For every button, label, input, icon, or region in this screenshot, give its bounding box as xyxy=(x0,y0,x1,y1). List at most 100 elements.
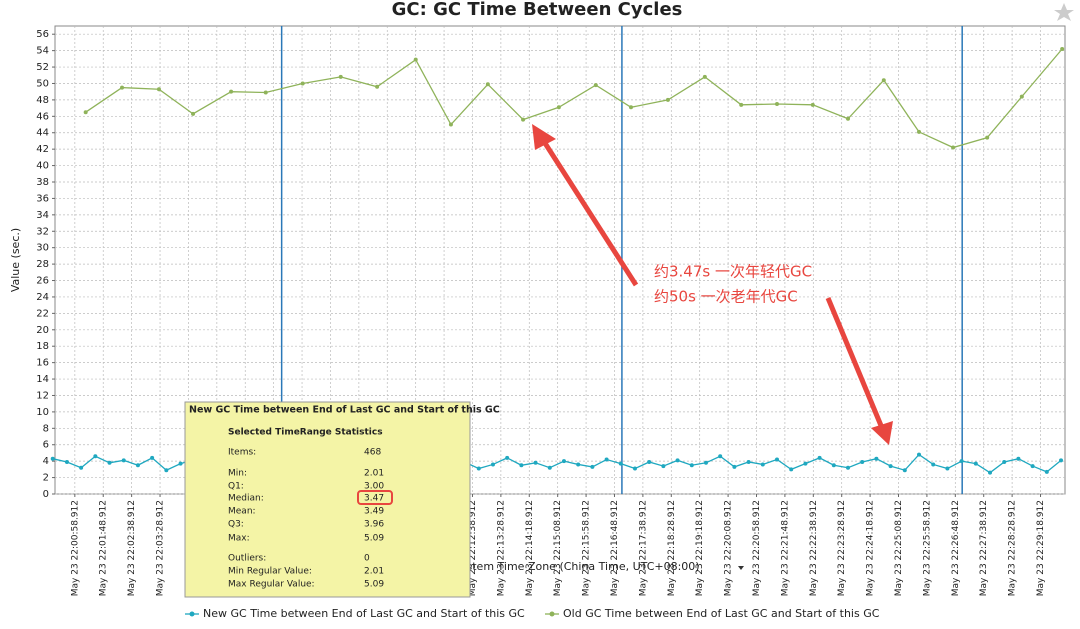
x-tick-label: May 23 22:25:58.912 xyxy=(922,500,932,596)
arrow-head xyxy=(871,421,893,445)
highlight-box xyxy=(357,490,393,505)
arrow-shaft xyxy=(825,297,885,429)
data-point xyxy=(604,457,609,462)
tooltip-label: Q3: xyxy=(228,520,244,530)
x-tick-label: May 23 22:12:38.912 xyxy=(468,500,478,596)
tooltip-label: Mean: xyxy=(228,507,256,517)
tooltip-value: 468 xyxy=(364,448,381,458)
y-tick-label: 46 xyxy=(36,111,49,122)
legend-dot xyxy=(189,611,195,617)
y-tick-label: 48 xyxy=(36,95,49,106)
tooltip-box xyxy=(184,401,471,598)
data-point xyxy=(945,466,950,471)
x-tick-label: May 23 22:16:48.912 xyxy=(610,500,620,596)
data-point xyxy=(79,465,84,470)
data-point xyxy=(718,454,723,459)
data-point xyxy=(120,85,125,90)
data-point xyxy=(665,97,670,102)
data-point xyxy=(413,57,418,62)
data-point xyxy=(951,145,956,150)
data-point xyxy=(760,462,765,467)
series-line xyxy=(85,48,1063,149)
tooltip-value: 3.47 xyxy=(364,494,384,504)
data-point xyxy=(338,74,343,79)
tooltip-value: 2.01 xyxy=(364,469,384,479)
data-point xyxy=(959,459,964,464)
data-point xyxy=(533,460,538,465)
x-tick-label: May 23 22:24:18.912 xyxy=(866,500,876,596)
data-point xyxy=(846,465,851,470)
x-tick-label: May 23 22:28:28.912 xyxy=(1008,500,1018,596)
data-point xyxy=(632,466,637,471)
data-point xyxy=(561,459,566,464)
data-point xyxy=(93,454,98,459)
data-point xyxy=(917,129,922,134)
data-point xyxy=(902,468,907,473)
data-point xyxy=(1002,459,1007,464)
y-tick-label: 24 xyxy=(36,292,49,303)
x-tick-label: May 23 22:27:38.912 xyxy=(979,500,989,596)
data-point xyxy=(1016,456,1021,461)
y-tick-label: 8 xyxy=(43,423,49,434)
data-point xyxy=(1030,464,1035,469)
y-tick-label: 26 xyxy=(36,276,49,287)
x-tick-label: May 23 22:15:08.912 xyxy=(553,500,563,596)
data-point xyxy=(485,82,490,87)
tooltip-label: Min: xyxy=(228,469,247,479)
data-point xyxy=(1044,469,1049,474)
data-point xyxy=(774,457,779,462)
data-point xyxy=(521,117,526,122)
star-icon[interactable] xyxy=(1054,3,1074,21)
tooltip-value: 3.49 xyxy=(364,507,384,517)
data-point xyxy=(817,455,822,460)
annotation: 约50s 一次老年代GC xyxy=(654,288,798,306)
stats-tooltip: New GC Time between End of Last GC and S… xyxy=(184,401,500,598)
data-point xyxy=(519,463,524,468)
y-tick-label: 2 xyxy=(43,473,49,484)
data-point xyxy=(881,78,886,83)
y-tick-label: 12 xyxy=(36,390,49,401)
x-tick-label: May 23 22:01:48.912 xyxy=(99,500,109,596)
x-axis-label: ystem Time Zone (China Time, UTC+08:00) xyxy=(460,560,700,573)
data-point xyxy=(107,460,112,465)
x-tick-label: May 23 22:20:58.912 xyxy=(752,500,762,596)
data-point xyxy=(702,74,707,79)
y-tick-label: 54 xyxy=(36,46,49,57)
data-point xyxy=(263,90,268,95)
x-tick-label: May 23 22:19:18.912 xyxy=(695,500,705,596)
y-tick-label: 34 xyxy=(36,210,49,221)
y-tick-label: 20 xyxy=(36,325,49,336)
data-point xyxy=(931,462,936,467)
data-point xyxy=(774,102,779,106)
data-point xyxy=(229,89,234,94)
y-tick-label: 22 xyxy=(36,308,49,319)
tooltip-label: Items: xyxy=(228,448,256,458)
data-point xyxy=(547,465,552,470)
data-point xyxy=(746,459,751,464)
y-tick-label: 10 xyxy=(36,407,49,418)
data-point xyxy=(156,87,161,92)
y-tick-label: 4 xyxy=(43,456,49,467)
data-point xyxy=(618,461,623,466)
data-point xyxy=(178,461,183,466)
tooltip-label: Outliers: xyxy=(228,554,266,564)
tooltip-value: 5.09 xyxy=(364,580,384,590)
data-point xyxy=(703,460,708,465)
legend-entry: Old GC Time between End of Last GC and S… xyxy=(563,607,880,620)
x-tick-label: May 23 22:25:08.912 xyxy=(894,500,904,596)
data-point xyxy=(121,458,126,463)
data-point xyxy=(647,459,652,464)
x-tick-label: May 23 22:29:18.912 xyxy=(1036,500,1046,596)
data-point xyxy=(689,463,694,468)
data-point xyxy=(448,122,453,127)
tooltip-label: Min Regular Value: xyxy=(228,567,312,577)
data-point xyxy=(629,105,634,110)
x-tick-label: May 23 22:22:38.912 xyxy=(809,500,819,596)
data-point xyxy=(164,468,169,473)
data-point xyxy=(375,84,380,89)
y-tick-label: 40 xyxy=(36,161,49,172)
y-tick-label: 30 xyxy=(36,243,49,254)
x-tick-label: May 23 22:03:28.912 xyxy=(156,500,166,596)
tooltip-label: Median: xyxy=(228,494,264,504)
data-point xyxy=(803,461,808,466)
